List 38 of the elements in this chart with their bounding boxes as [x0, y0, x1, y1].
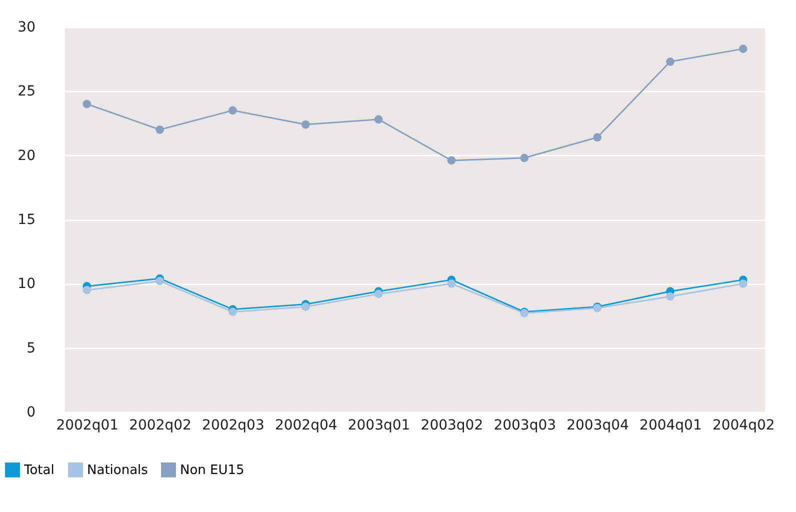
point: [738, 44, 748, 53]
point: [666, 57, 674, 66]
legend-label: Non EU15: [180, 462, 244, 478]
point: [156, 276, 164, 286]
legend-label: Total: [23, 462, 54, 478]
x-tick-label: 2003q04: [566, 418, 630, 434]
point: [447, 156, 456, 165]
point: [666, 292, 674, 301]
x-tick-label: 2002q02: [129, 418, 192, 434]
point: [738, 279, 748, 288]
point: [593, 133, 602, 142]
x-tick-label: 2002q03: [202, 418, 264, 434]
point: [228, 308, 237, 316]
point: [82, 286, 92, 294]
point: [301, 302, 310, 311]
y-tick-label: 30: [18, 20, 36, 36]
point: [156, 125, 164, 134]
legend-label: Nationals: [87, 462, 148, 478]
y-tick-label: 25: [18, 84, 36, 100]
x-tick-label: 2003q02: [420, 418, 484, 434]
x-tick-label: 2002q01: [56, 418, 119, 434]
y-tick-label: 15: [18, 212, 36, 228]
x-tick-label: 2003q03: [494, 418, 556, 434]
point: [301, 120, 310, 129]
point: [374, 115, 383, 124]
x-tick-label: 2004q01: [640, 418, 702, 434]
x-tick-label: 2003q01: [348, 418, 410, 434]
x-tick-label: 2002q04: [274, 418, 338, 434]
point: [228, 106, 237, 115]
y-tick-label: 10: [18, 276, 36, 292]
y-tick-label: 0: [26, 404, 36, 420]
point: [82, 100, 92, 108]
point: [520, 154, 529, 162]
y-tick-label: 5: [26, 340, 36, 356]
point: [447, 279, 456, 288]
y-tick-label: 20: [18, 148, 36, 164]
x-tick-label: 2004q02: [712, 418, 775, 434]
point: [374, 290, 383, 298]
